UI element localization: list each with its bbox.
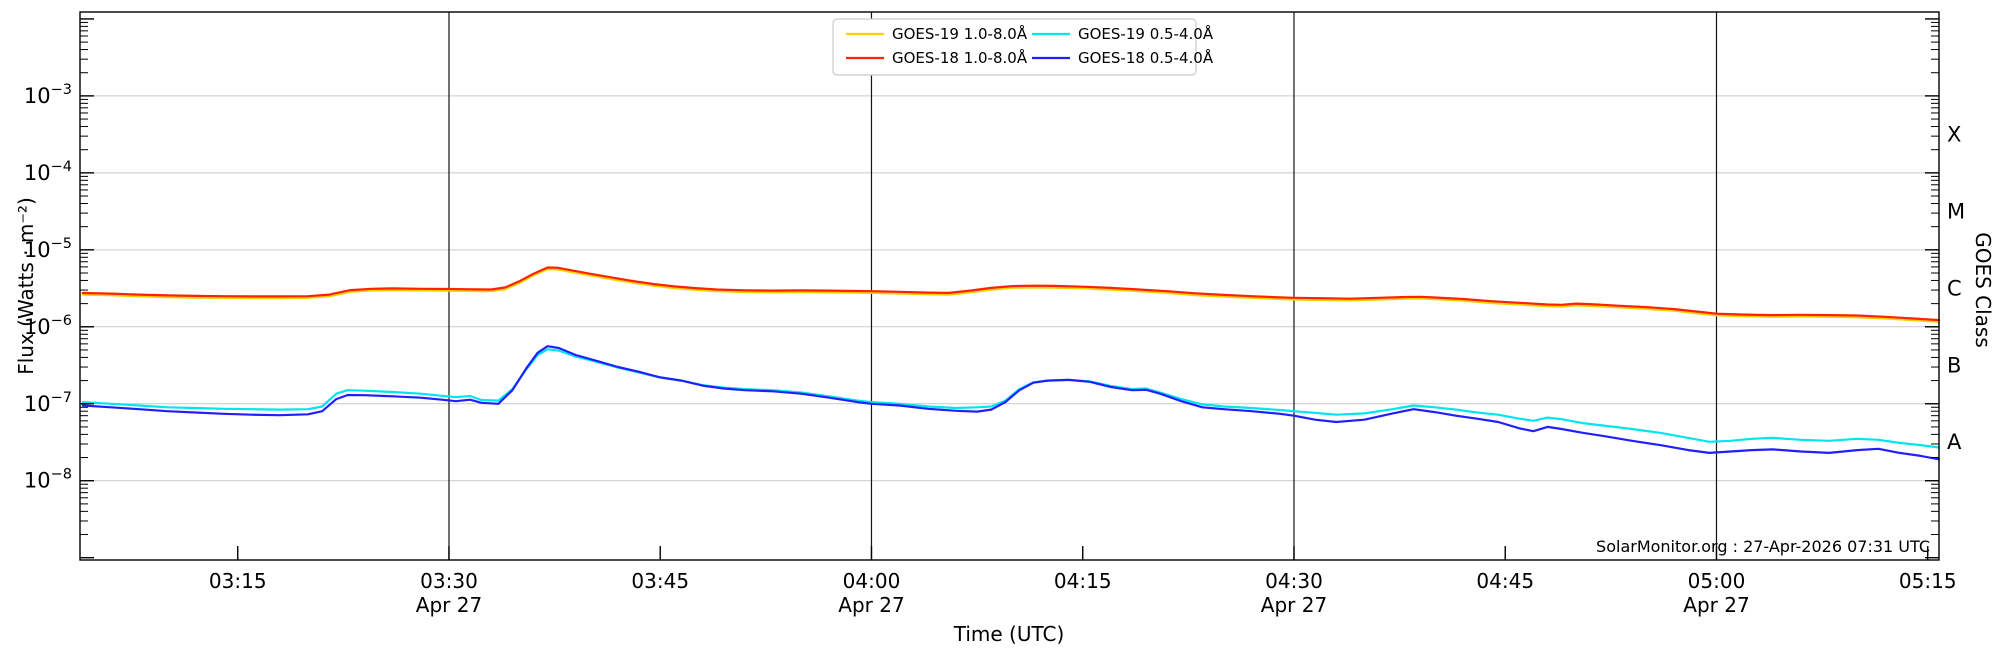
legend-label: GOES-19 0.5-4.0Å [1078, 24, 1214, 43]
series-goes-18-1-0-8-0- [81, 266, 1941, 322]
goes-class-letter-c: C [1947, 276, 1962, 300]
x-tick-label: 04:30 [1265, 569, 1323, 593]
y-tick-label: 10−7 [24, 390, 72, 416]
goes-class-letter-m: M [1947, 199, 1965, 223]
x-tick-date-label: Apr 27 [1683, 593, 1749, 617]
legend-label: GOES-18 0.5-4.0Å [1078, 48, 1214, 67]
x-tick-date-label: Apr 27 [1261, 593, 1327, 617]
x-tick-label: 05:00 [1688, 569, 1746, 593]
x-tick-label: 03:45 [631, 569, 689, 593]
goes-class-letter-b: B [1947, 353, 1961, 377]
legend-box [832, 18, 1197, 76]
y-tick-label: 10−4 [24, 159, 72, 185]
series-goes-19-1-0-8-0- [81, 268, 1941, 323]
plot-border [79, 11, 1940, 561]
x-tick-label: 04:15 [1054, 569, 1112, 593]
x-tick-label: 04:45 [1476, 569, 1534, 593]
y-axis-label: Flux (Watts · m⁻²) [14, 197, 38, 375]
x-tick-label: 03:15 [209, 569, 267, 593]
series-goes-18-0-5-4-0- [81, 345, 1941, 461]
x-axis-label: Time (UTC) [953, 622, 1065, 646]
x-tick-date-label: Apr 27 [416, 593, 482, 617]
x-tick-label: 03:30 [420, 569, 478, 593]
y-axis-right-label: GOES Class [1971, 232, 1995, 348]
legend-label: GOES-19 1.0-8.0Å [892, 24, 1028, 43]
x-tick-label: 05:15 [1899, 569, 1957, 593]
x-tick-label: 04:00 [843, 569, 901, 593]
x-tick-date-label: Apr 27 [838, 593, 904, 617]
solarmonitor-timestamp: SolarMonitor.org : 27-Apr-2026 07:31 UTC [1596, 537, 1930, 556]
y-tick-label: 10−3 [24, 82, 72, 108]
goes-class-letter-x: X [1947, 122, 1961, 146]
y-tick-label: 10−8 [24, 467, 72, 493]
goes-class-letter-a: A [1947, 430, 1962, 454]
series-goes-19-0-5-4-0- [81, 348, 1941, 449]
legend-label: GOES-18 1.0-8.0Å [892, 48, 1028, 67]
